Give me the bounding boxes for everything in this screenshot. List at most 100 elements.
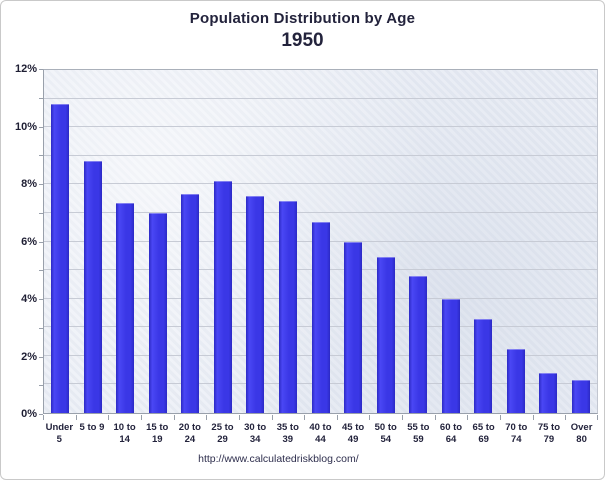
x-label-65-to-69: 65 to 69 <box>472 422 495 445</box>
bar-slot-60-to-64 <box>434 70 467 413</box>
x-tick-13 <box>467 415 469 420</box>
x-label-25-to-29: 25 to 29 <box>211 422 234 445</box>
x-label-15-to-19: 15 to 19 <box>146 422 169 445</box>
x-tick-1 <box>75 415 77 420</box>
x-label-35-to-39: 35 to 39 <box>276 422 299 445</box>
y-label-8: 8% <box>21 178 37 190</box>
bar-slot-40-to-44 <box>304 70 337 413</box>
x-tick-11 <box>402 415 404 420</box>
bar-70-to-74 <box>506 348 525 413</box>
bar-55-to-59 <box>409 275 428 413</box>
bar-slot-55-to-59 <box>402 70 435 413</box>
gridline-9pct <box>44 154 597 156</box>
gridline-8pct <box>44 183 597 185</box>
bar-10-to-14 <box>116 202 135 413</box>
bar-20-to-24 <box>181 194 200 413</box>
bar-slot-50-to-54 <box>369 70 402 413</box>
x-tick-10 <box>369 415 371 420</box>
bar-slot-45-to-49 <box>337 70 370 413</box>
bar-30-to-34 <box>246 195 265 413</box>
y-tick-7pct <box>39 212 43 214</box>
y-label-10: 10% <box>14 120 37 133</box>
x-axis <box>43 415 598 421</box>
y-tick-0pct <box>39 414 43 415</box>
gridline-7pct <box>44 211 597 213</box>
bar-slot-10-to-14 <box>109 70 142 413</box>
x-tick-4 <box>173 415 175 420</box>
source-url: http://www.calculatedriskblog.com/ <box>198 453 359 465</box>
bar-40-to-44 <box>311 221 330 413</box>
x-tick-16 <box>565 415 567 420</box>
bar-slot-under-5 <box>44 70 77 413</box>
y-tick-4pct <box>39 299 43 301</box>
x-tick-2 <box>108 415 110 420</box>
bar-series <box>44 70 597 413</box>
x-tick-5 <box>206 415 208 420</box>
y-label-4: 4% <box>21 293 37 305</box>
x-tick-17 <box>597 415 598 420</box>
bar-slot-20-to-24 <box>174 70 207 413</box>
y-tick-2pct <box>39 356 43 358</box>
y-tick-11pct <box>39 97 43 99</box>
y-label-2: 2% <box>21 350 37 363</box>
x-tick-14 <box>500 415 502 420</box>
bar-slot-25-to-29 <box>207 70 240 413</box>
bar-65-to-69 <box>474 318 493 413</box>
x-label-30-to-34: 30 to 34 <box>244 422 267 445</box>
x-tick-0 <box>43 415 44 420</box>
x-tick-6 <box>238 415 240 420</box>
plot-area <box>43 69 598 414</box>
x-label-50-to-54: 50 to 54 <box>374 422 397 445</box>
bar-slot-5-to-9 <box>77 70 110 413</box>
x-axis-labels: Under 5 5 to 9 10 to 14 15 to 19 20 to 24 25 … <box>43 422 598 446</box>
bar-slot-over-80 <box>565 70 598 413</box>
x-tick-12 <box>434 415 436 420</box>
y-axis: 0% 2% 4% 6% 8% 10% 12% <box>1 63 43 420</box>
x-tick-15 <box>532 415 534 420</box>
x-label-45-to-49: 45 to 49 <box>341 422 365 445</box>
y-tick-9pct <box>39 155 43 157</box>
x-label-5-to-9: 5 to 9 <box>79 422 105 433</box>
x-label-40-to-44: 40 to 44 <box>309 422 332 445</box>
bar-35-to-39 <box>278 201 297 413</box>
y-tick-6pct <box>39 241 43 243</box>
bar-over-80 <box>571 380 590 413</box>
x-label-60-to-64: 60 to 64 <box>439 422 463 445</box>
chart-title: Population Distribution by Age <box>189 10 416 27</box>
x-label-55-to-59: 55 to 59 <box>407 422 430 445</box>
bar-under-5 <box>51 104 70 413</box>
x-tick-3 <box>140 415 142 420</box>
x-label-under-5: Under 5 <box>45 422 74 445</box>
x-label-70-to-74: 70 to 74 <box>505 422 528 445</box>
x-tick-9 <box>336 415 338 420</box>
x-tick-8 <box>304 415 306 420</box>
x-tick-7 <box>271 415 273 420</box>
y-label-12: 12% <box>14 63 37 75</box>
bar-60-to-64 <box>441 298 460 413</box>
x-label-10-to-14: 10 to 14 <box>113 422 136 445</box>
bar-45-to-49 <box>344 241 363 413</box>
bar-slot-30-to-34 <box>239 70 272 413</box>
bar-50-to-54 <box>376 257 395 413</box>
bar-slot-75-to-79 <box>532 70 565 413</box>
bar-slot-35-to-39 <box>272 70 305 413</box>
y-tick-5pct <box>39 270 43 272</box>
x-label-over-80: Over 80 <box>570 422 593 445</box>
bar-slot-65-to-69 <box>467 70 500 413</box>
gridline-11pct <box>44 97 597 99</box>
y-tick-12pct <box>39 69 43 70</box>
gridline-10pct <box>44 126 597 128</box>
bar-25-to-29 <box>213 181 232 413</box>
y-tick-1pct <box>39 385 43 387</box>
bar-slot-70-to-74 <box>499 70 532 413</box>
bar-15-to-19 <box>148 212 167 413</box>
x-label-20-to-24: 20 to 24 <box>178 422 201 445</box>
y-label-0: 0% <box>21 408 37 420</box>
chart-subtitle: 1950 <box>281 30 324 51</box>
y-label-6: 6% <box>21 235 37 248</box>
bar-5-to-9 <box>83 161 102 413</box>
x-label-75-to-79: 75 to 79 <box>537 422 561 445</box>
y-tick-8pct <box>39 184 43 186</box>
y-tick-3pct <box>39 327 43 329</box>
